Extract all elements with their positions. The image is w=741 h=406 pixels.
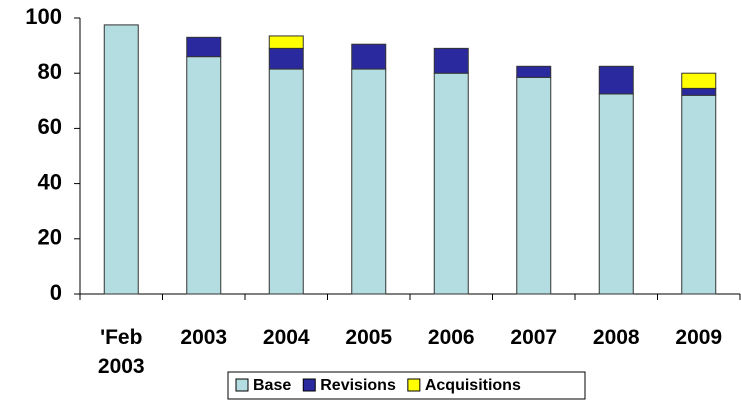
legend-box bbox=[227, 371, 586, 400]
x-tick-label: 2003 bbox=[180, 326, 228, 349]
y-tick-label: 20 bbox=[38, 225, 62, 250]
x-tick-label: 'Feb 2003 bbox=[97, 326, 145, 378]
legend-swatch bbox=[407, 378, 421, 392]
bar-segment bbox=[516, 76, 552, 295]
bar-segment bbox=[516, 65, 552, 78]
legend-label: Acquisitions bbox=[425, 377, 521, 394]
bar-segment bbox=[268, 68, 304, 295]
legend-label: Base bbox=[253, 377, 291, 394]
y-tick-label: 0 bbox=[50, 280, 62, 305]
bar-segment bbox=[681, 87, 717, 96]
x-tick-label: 2004 bbox=[262, 326, 310, 349]
y-tick-label: 80 bbox=[38, 59, 62, 84]
bar-segment bbox=[598, 93, 634, 295]
bar-segment bbox=[103, 24, 139, 295]
bar-segment bbox=[433, 72, 469, 295]
x-tick-label: 2005 bbox=[345, 326, 393, 349]
bar-segment bbox=[351, 68, 387, 295]
bar-segment bbox=[681, 94, 717, 295]
bar-segment bbox=[268, 47, 304, 70]
y-tick-label: 100 bbox=[25, 4, 62, 29]
y-tick-label: 40 bbox=[38, 169, 62, 194]
bar-segment bbox=[433, 47, 469, 74]
x-tick-label: 2006 bbox=[427, 326, 475, 349]
legend-swatch bbox=[235, 378, 249, 392]
x-tick-label: 2008 bbox=[592, 326, 640, 349]
bar-segment bbox=[598, 65, 634, 95]
bar-segment bbox=[681, 72, 717, 89]
bar-segment bbox=[268, 35, 304, 49]
x-tick-label: 2009 bbox=[675, 326, 723, 349]
legend-swatch bbox=[302, 378, 316, 392]
bar-segment bbox=[186, 36, 222, 58]
bar-segment bbox=[186, 56, 222, 295]
legend-label: Revisions bbox=[320, 377, 396, 394]
x-tick-label: 2007 bbox=[510, 326, 558, 349]
y-tick-label: 60 bbox=[38, 114, 62, 139]
bar-segment bbox=[351, 43, 387, 70]
